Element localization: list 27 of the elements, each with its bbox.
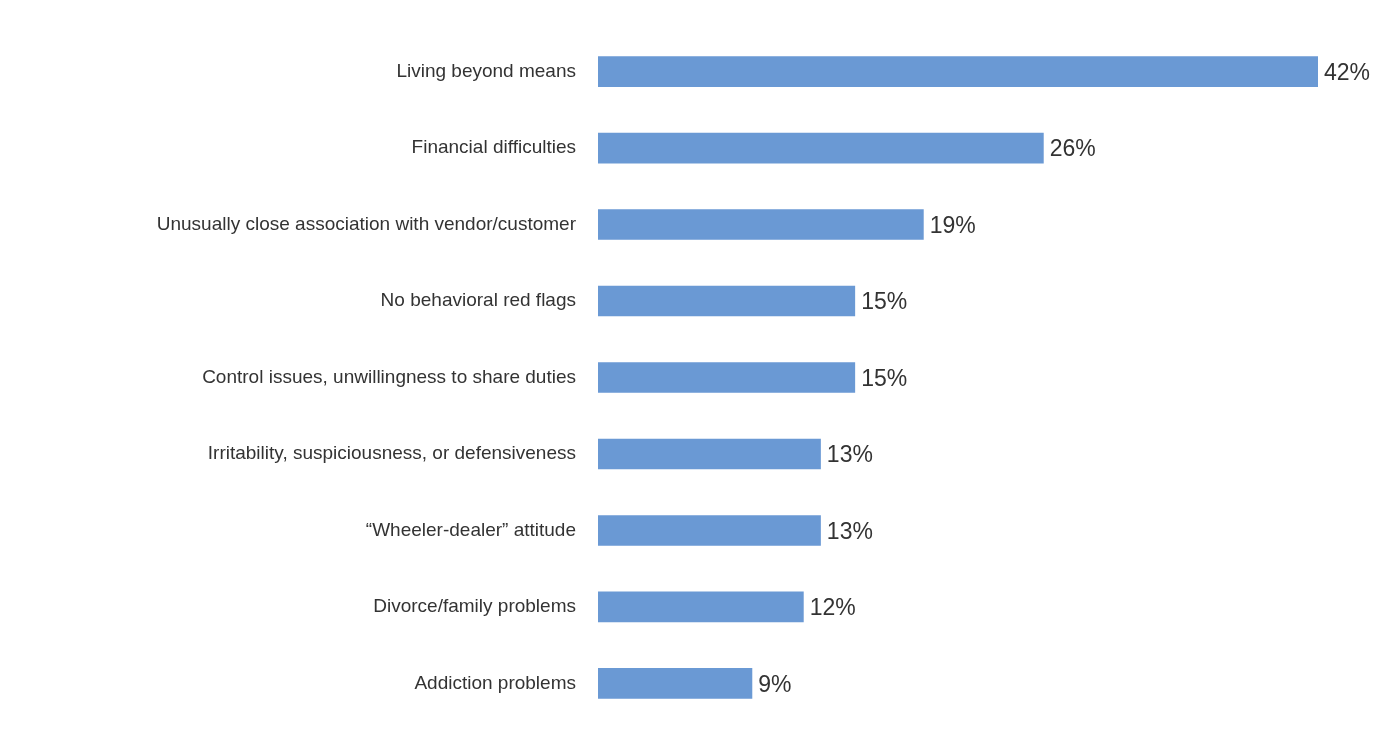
y-tick-label: Divorce/family problems [373,595,576,617]
y-tick-label: Unusually close association with vendor/customer [156,212,577,234]
bar [598,591,804,623]
data-label: 12% [809,594,856,621]
data-label: 15% [861,288,908,315]
bar [598,362,856,393]
y-tick-label: “Wheeler-dealer” attitude [365,518,576,540]
bar [598,132,1044,164]
bar [598,668,753,699]
bar [598,209,924,240]
y-tick-label: Control issues, unwillingness to share duties [202,365,576,387]
y-tick-label: No behavioral red flags [380,289,576,311]
y-tick-label: Financial difficulties [411,136,576,158]
data-label: 19% [929,211,976,238]
data-label: 13% [826,517,873,544]
bar [598,515,821,546]
y-tick-label: Living beyond means [396,59,576,81]
data-label: 15% [861,364,908,391]
bar [598,438,821,470]
data-label: 9% [758,670,792,697]
data-label: 26% [1049,135,1096,162]
data-label: 42% [1324,58,1371,85]
data-label: 13% [826,441,873,468]
y-tick-label: Addiction problems [414,671,576,693]
bar [598,285,856,317]
y-tick-label: Irritability, suspiciousness, or defensiveness [207,442,576,464]
bar [598,56,1318,87]
